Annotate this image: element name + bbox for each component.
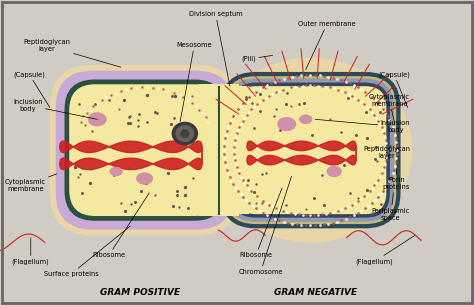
FancyBboxPatch shape: [198, 84, 239, 216]
Text: Inclusion
body: Inclusion body: [13, 99, 97, 119]
FancyBboxPatch shape: [235, 86, 386, 214]
Text: Ribosome: Ribosome: [92, 193, 149, 258]
Ellipse shape: [88, 112, 107, 127]
FancyBboxPatch shape: [227, 79, 394, 222]
FancyBboxPatch shape: [220, 72, 401, 228]
Text: (Pili): (Pili): [241, 55, 273, 63]
Ellipse shape: [327, 166, 342, 177]
Text: GRAM NEGATIVE: GRAM NEGATIVE: [273, 288, 357, 297]
FancyBboxPatch shape: [225, 76, 396, 224]
FancyBboxPatch shape: [220, 86, 249, 214]
Ellipse shape: [109, 167, 123, 176]
Ellipse shape: [136, 172, 153, 185]
Text: (Flagellum): (Flagellum): [12, 238, 50, 265]
Text: Mesosome: Mesosome: [176, 42, 212, 122]
Text: (Flagellum): (Flagellum): [356, 235, 415, 265]
Text: Cytoplasmic
membrane: Cytoplasmic membrane: [5, 174, 57, 192]
Text: Chromosome: Chromosome: [238, 176, 292, 274]
FancyBboxPatch shape: [56, 71, 233, 230]
FancyBboxPatch shape: [50, 65, 239, 235]
Text: Peptidoglycan
layer: Peptidoglycan layer: [24, 39, 121, 67]
Ellipse shape: [299, 115, 312, 124]
FancyBboxPatch shape: [65, 80, 224, 220]
Text: (Capsule): (Capsule): [378, 71, 410, 107]
Text: Peptidoglycan
layer: Peptidoglycan layer: [363, 145, 410, 159]
Text: Periplasmic
space: Periplasmic space: [372, 193, 410, 221]
Ellipse shape: [209, 58, 412, 242]
Text: Outer membrane: Outer membrane: [298, 21, 356, 70]
Bar: [225, 88, 235, 212]
Text: Porin
proteins: Porin proteins: [383, 169, 410, 190]
Ellipse shape: [175, 125, 194, 142]
Text: Ribosome: Ribosome: [239, 188, 282, 258]
Text: (Capsule): (Capsule): [13, 71, 50, 107]
FancyBboxPatch shape: [231, 83, 390, 218]
FancyBboxPatch shape: [69, 84, 220, 216]
Text: Division septum: Division septum: [189, 11, 243, 86]
Ellipse shape: [172, 122, 198, 145]
Text: Inclusion
body: Inclusion body: [315, 119, 410, 133]
Text: GRAM POSITIVE: GRAM POSITIVE: [100, 288, 180, 297]
Ellipse shape: [277, 117, 296, 131]
Text: Cytoplasmic
membrane: Cytoplasmic membrane: [369, 94, 410, 124]
Text: Surface proteins: Surface proteins: [44, 226, 130, 277]
Ellipse shape: [180, 129, 190, 138]
